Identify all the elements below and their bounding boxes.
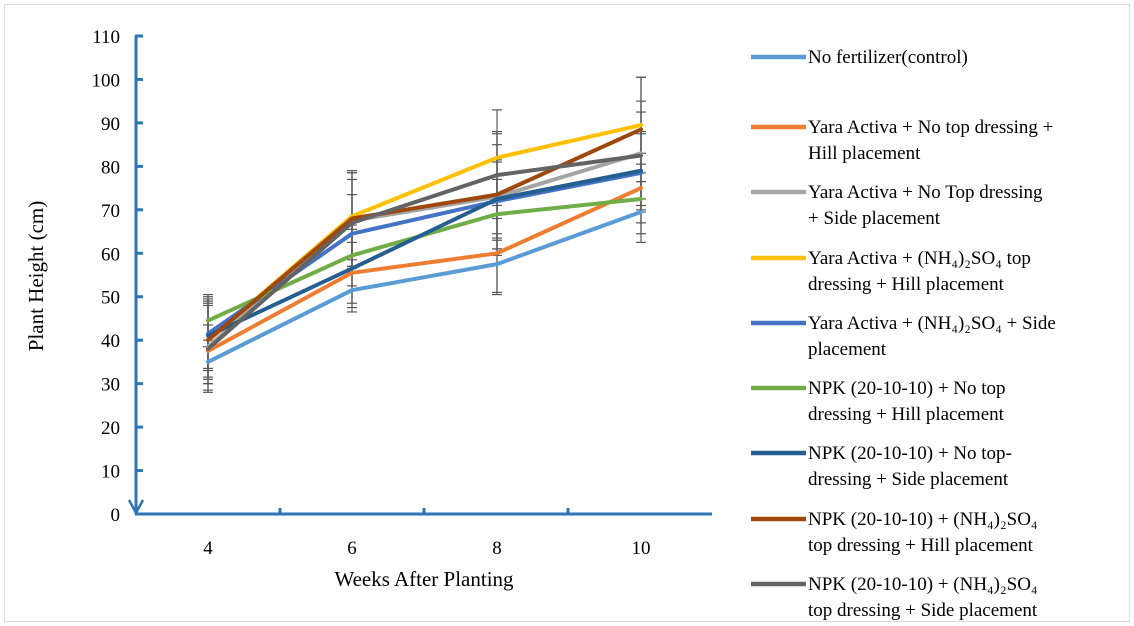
y-tick-label: 30 xyxy=(101,375,120,396)
x-axis-title: Weeks After Planting xyxy=(334,567,514,591)
legend-item: NPK (20-10-10) + (NH₄)₂SO₄ top dressing +… xyxy=(751,509,1038,556)
axes xyxy=(127,34,712,516)
series-line-2 xyxy=(206,186,643,353)
y-axis-title: Plant Height (cm) xyxy=(24,201,48,351)
legend-item: Yara Activa + (NH₄)₂SO₄ + Side placement xyxy=(751,313,1056,360)
y-tick-label: 110 xyxy=(92,27,120,48)
legend-item: No fertilizer(control) xyxy=(751,47,968,68)
legend-label: top dressing + Hill placement xyxy=(808,535,1034,556)
x-tick-label: 8 xyxy=(492,538,502,559)
legend-label: Yara Activa + (NH₄)₂SO₄ top xyxy=(808,248,1031,269)
legend-label: Yara Activa + No top dressing + xyxy=(808,117,1053,138)
x-tick-label: 4 xyxy=(203,538,213,559)
legend-label: NPK (20-10-10) + (NH₄)₂SO₄ xyxy=(808,574,1038,595)
legend-label: NPK (20-10-10) + No top- xyxy=(808,443,1012,464)
chart-frame xyxy=(4,4,1130,622)
legend-label: dressing + Side placement xyxy=(808,469,1009,490)
series-line-1 xyxy=(206,210,643,364)
legend-label: Hill placement xyxy=(808,143,921,164)
legend-item: NPK (20-10-10) + (NH₄)₂SO₄ top dressing +… xyxy=(751,574,1038,621)
legend-label: Yara Activa + No Top dressing xyxy=(808,182,1043,203)
series-line-7 xyxy=(206,168,643,338)
y-tick-label: 40 xyxy=(101,331,120,352)
legend-label: top dressing + Side placement xyxy=(808,600,1038,621)
y-tick-label: 80 xyxy=(101,157,120,178)
legend-label: dressing + Hill placement xyxy=(808,404,1005,425)
legend-item: NPK (20-10-10) + No top-dressing + Side … xyxy=(751,443,1012,490)
legend-label: NPK (20-10-10) + No top xyxy=(808,378,1006,399)
series-line-9 xyxy=(206,153,643,351)
legend-label: Yara Activa + (NH₄)₂SO₄ + Side xyxy=(808,313,1056,334)
legend: No fertilizer(control) Yara Activa + No t… xyxy=(751,47,1056,621)
legend-item: Yara Activa + No top dressing + Hill plac… xyxy=(751,117,1053,164)
y-tick-label: 50 xyxy=(101,288,120,309)
x-tick-labels: 4 6 8 10 xyxy=(203,538,650,559)
y-tick-label: 70 xyxy=(101,201,120,222)
legend-item: Yara Activa + (NH₄)₂SO₄ top dressing + Hi… xyxy=(751,248,1031,295)
legend-label: NPK (20-10-10) + (NH₄)₂SO₄ xyxy=(808,509,1038,530)
legend-label: No fertilizer(control) xyxy=(808,47,968,68)
y-tick-label: 90 xyxy=(101,114,120,135)
y-tick-labels: 0 10 20 30 40 50 60 70 80 90 100 110 xyxy=(92,27,121,526)
legend-label: dressing + Hill placement xyxy=(808,274,1005,295)
x-tick-label: 6 xyxy=(347,538,357,559)
legend-item: NPK (20-10-10) + No top dressing + Hill p… xyxy=(751,378,1006,425)
y-tick-label: 0 xyxy=(111,505,121,526)
legend-label: + Side placement xyxy=(808,208,941,229)
series-line-8 xyxy=(206,127,643,343)
series-lines xyxy=(206,123,643,364)
legend-item: Yara Activa + No Top dressing + Side plac… xyxy=(751,182,1043,229)
y-tick-label: 10 xyxy=(101,462,120,483)
y-tick-label: 60 xyxy=(101,244,120,265)
x-tick-label: 10 xyxy=(632,538,651,559)
y-tick-label: 100 xyxy=(92,70,121,91)
legend-label: placement xyxy=(808,339,887,360)
y-tick-label: 20 xyxy=(101,418,120,439)
